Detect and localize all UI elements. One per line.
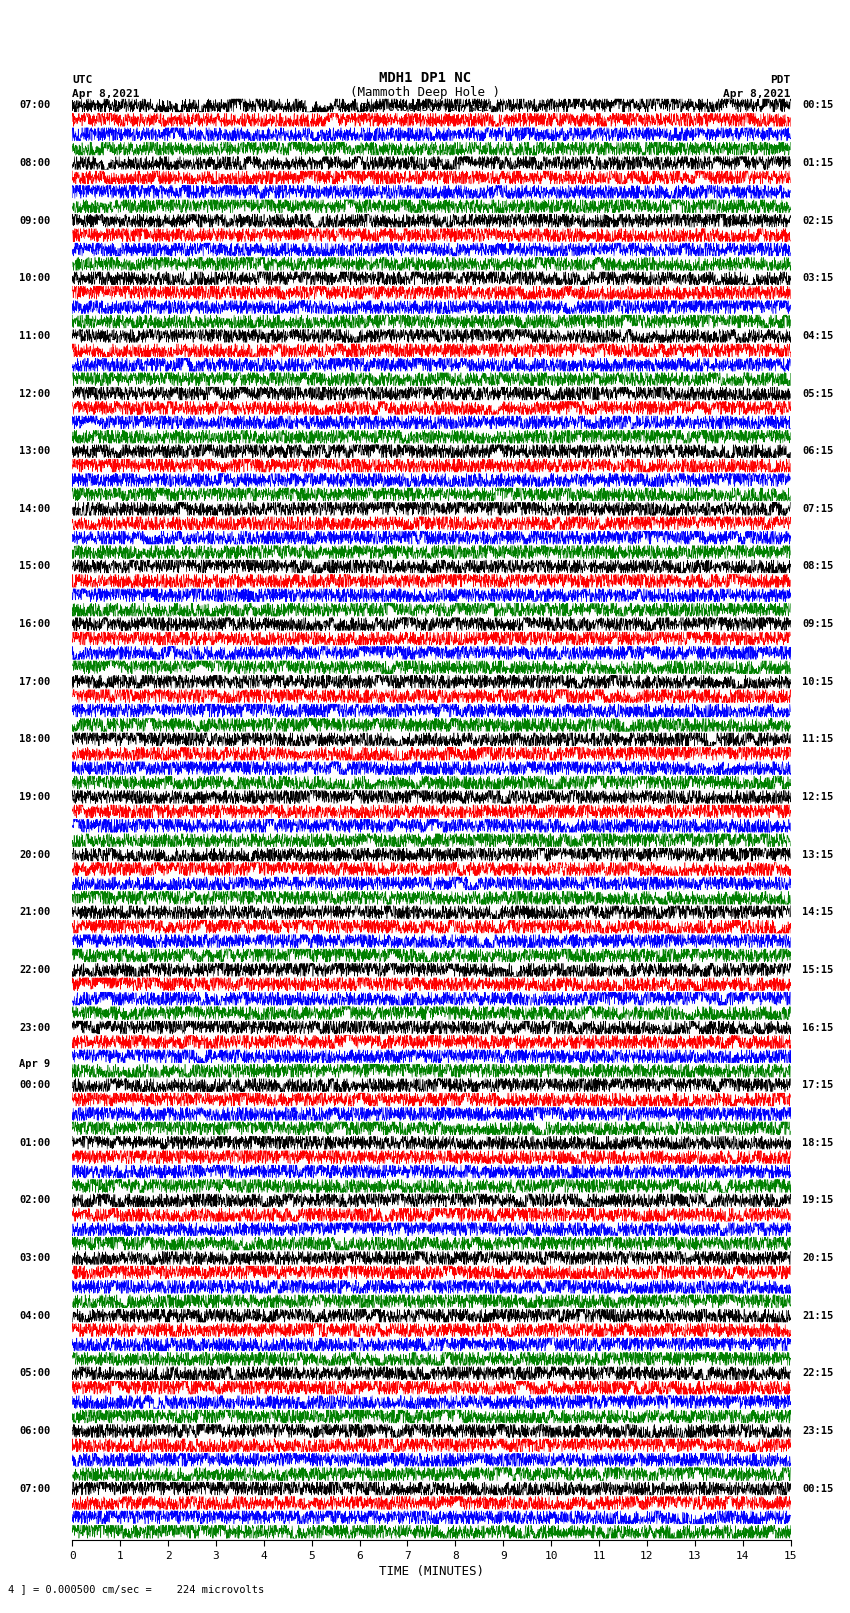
- Text: 14:15: 14:15: [802, 907, 834, 918]
- Text: 14:00: 14:00: [20, 503, 51, 515]
- Text: 11:15: 11:15: [802, 734, 834, 744]
- Text: 16:15: 16:15: [802, 1023, 834, 1032]
- Text: 19:00: 19:00: [20, 792, 51, 802]
- Text: 21:00: 21:00: [20, 907, 51, 918]
- Text: 10:15: 10:15: [802, 677, 834, 687]
- Text: 11:00: 11:00: [20, 331, 51, 340]
- X-axis label: TIME (MINUTES): TIME (MINUTES): [379, 1565, 484, 1578]
- Text: 4 ] = 0.000500 cm/sec =    224 microvolts: 4 ] = 0.000500 cm/sec = 224 microvolts: [8, 1584, 264, 1594]
- Text: UTC: UTC: [72, 74, 93, 84]
- Text: 23:00: 23:00: [20, 1023, 51, 1032]
- Text: Apr 8,2021: Apr 8,2021: [72, 89, 139, 100]
- Text: 09:00: 09:00: [20, 216, 51, 226]
- Text: 13:00: 13:00: [20, 447, 51, 456]
- Text: 03:00: 03:00: [20, 1253, 51, 1263]
- Text: 15:15: 15:15: [802, 965, 834, 974]
- Text: 21:15: 21:15: [802, 1311, 834, 1321]
- Text: 03:15: 03:15: [802, 273, 834, 284]
- Text: I = 0.000500 cm/sec: I = 0.000500 cm/sec: [361, 103, 489, 113]
- Text: 06:15: 06:15: [802, 447, 834, 456]
- Text: 19:15: 19:15: [802, 1195, 834, 1205]
- Text: 07:00: 07:00: [20, 100, 51, 110]
- Text: 06:00: 06:00: [20, 1426, 51, 1436]
- Text: 01:15: 01:15: [802, 158, 834, 168]
- Text: 07:00: 07:00: [20, 1484, 51, 1494]
- Text: 05:00: 05:00: [20, 1368, 51, 1378]
- Text: 17:00: 17:00: [20, 677, 51, 687]
- Text: 00:00: 00:00: [20, 1081, 51, 1090]
- Text: 08:00: 08:00: [20, 158, 51, 168]
- Text: MDH1 DP1 NC: MDH1 DP1 NC: [379, 71, 471, 84]
- Text: 15:00: 15:00: [20, 561, 51, 571]
- Text: (Mammoth Deep Hole ): (Mammoth Deep Hole ): [350, 85, 500, 100]
- Text: 04:15: 04:15: [802, 331, 834, 340]
- Text: 08:15: 08:15: [802, 561, 834, 571]
- Text: 22:00: 22:00: [20, 965, 51, 974]
- Text: 18:00: 18:00: [20, 734, 51, 744]
- Text: 23:15: 23:15: [802, 1426, 834, 1436]
- Text: 12:15: 12:15: [802, 792, 834, 802]
- Text: 13:15: 13:15: [802, 850, 834, 860]
- Text: 16:00: 16:00: [20, 619, 51, 629]
- Text: 09:15: 09:15: [802, 619, 834, 629]
- Text: 02:15: 02:15: [802, 216, 834, 226]
- Text: Apr 8,2021: Apr 8,2021: [723, 89, 791, 100]
- Text: 20:15: 20:15: [802, 1253, 834, 1263]
- Text: 20:00: 20:00: [20, 850, 51, 860]
- Text: 07:15: 07:15: [802, 503, 834, 515]
- Text: 17:15: 17:15: [802, 1081, 834, 1090]
- Text: Apr 9: Apr 9: [20, 1058, 51, 1068]
- Text: 01:00: 01:00: [20, 1137, 51, 1148]
- Text: 02:00: 02:00: [20, 1195, 51, 1205]
- Text: 10:00: 10:00: [20, 273, 51, 284]
- Text: 00:15: 00:15: [802, 1484, 834, 1494]
- Text: 04:00: 04:00: [20, 1311, 51, 1321]
- Text: 00:15: 00:15: [802, 100, 834, 110]
- Text: PDT: PDT: [770, 74, 790, 84]
- Text: 18:15: 18:15: [802, 1137, 834, 1148]
- Text: 22:15: 22:15: [802, 1368, 834, 1378]
- Text: 05:15: 05:15: [802, 389, 834, 398]
- Text: 12:00: 12:00: [20, 389, 51, 398]
